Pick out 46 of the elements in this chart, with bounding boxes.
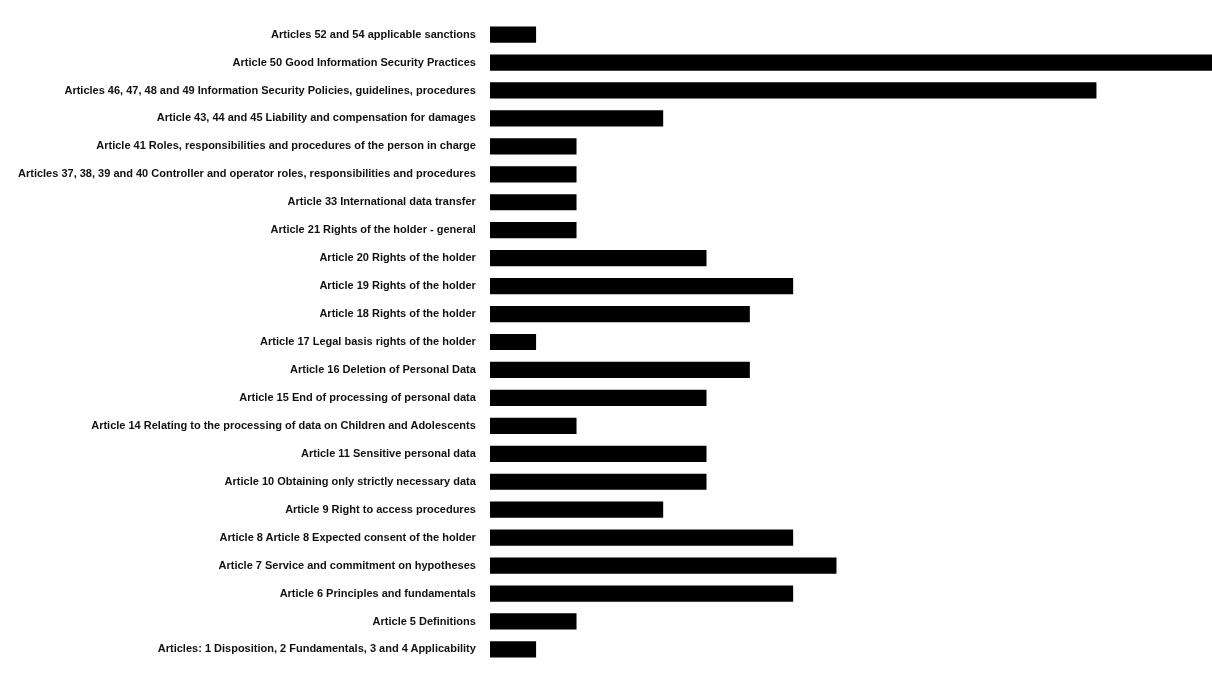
y-tick-label: Articles 46, 47, 48 and 49 Information Security Policies, guidelines, procedures	[64, 83, 476, 96]
bar	[489, 361, 750, 379]
y-tick-label: Article 41 Roles, responsibilities and procedures of the person in charge	[96, 139, 476, 152]
y-tick-label: Article 8 Article 8 Expected consent of the holder	[219, 530, 477, 543]
y-tick-label: Article 19 Rights of the holder	[319, 279, 477, 292]
bar	[489, 166, 577, 183]
bar	[489, 110, 664, 127]
y-tick-label: Article 5 Definitions	[372, 614, 476, 627]
bar	[489, 54, 1212, 71]
y-tick-label: Articles 52 and 54 applicable sanctions	[271, 27, 476, 40]
y-tick-label: Article 14 Relating to the processing of data on Children and Adolescents	[91, 418, 476, 431]
bar	[489, 613, 577, 630]
y-tick-label: Article 15 End of processing of personal data	[239, 390, 477, 403]
bar	[489, 417, 577, 434]
bar	[489, 26, 537, 43]
bar	[489, 194, 577, 211]
y-tick-label: Article 16 Deletion of Personal Data	[290, 362, 477, 375]
bar	[489, 529, 794, 546]
y-tick-label: Articles: 1 Disposition, 2 Fundamentals, 3 and 4 Applicability	[157, 642, 477, 655]
bar	[489, 82, 1097, 99]
y-tick-label: Article 18 Rights of the holder	[319, 307, 477, 320]
bar	[489, 389, 707, 406]
bar	[489, 445, 707, 462]
bar	[489, 250, 707, 267]
bar	[489, 138, 577, 155]
bar	[489, 473, 707, 490]
y-tick-label: Article 43, 44 and 45 Liability and compensation for damages	[156, 111, 476, 124]
y-tick-label: Article 17 Legal basis rights of the holder	[260, 335, 477, 348]
y-tick-label: Article 33 International data transfer	[287, 195, 477, 208]
bar	[489, 305, 750, 323]
y-tick-label: Articles 37, 38, 39 and 40 Controller and operator roles, responsibilities and procedures	[17, 167, 476, 180]
bar	[489, 641, 537, 658]
bar	[489, 557, 837, 574]
y-tick-label: Article 20 Rights of the holder	[319, 251, 477, 264]
y-tick-label: Article 11 Sensitive personal data	[301, 446, 477, 459]
bar	[489, 585, 794, 602]
bar	[489, 333, 537, 351]
bar	[489, 278, 794, 295]
y-tick-label: Article 6 Principles and fundamentals	[279, 586, 476, 599]
y-tick-label: Article 21 Rights of the holder - general	[270, 223, 476, 236]
y-tick-label: Article 7 Service and commitment on hypotheses	[218, 558, 476, 571]
bar	[489, 501, 664, 518]
y-tick-label: Article 10 Obtaining only strictly necessary data	[224, 474, 477, 487]
bar	[489, 222, 577, 239]
y-tick-label: Article 50 Good Information Security Practices	[232, 55, 476, 68]
y-tick-label: Article 9 Right to access procedures	[285, 502, 476, 515]
